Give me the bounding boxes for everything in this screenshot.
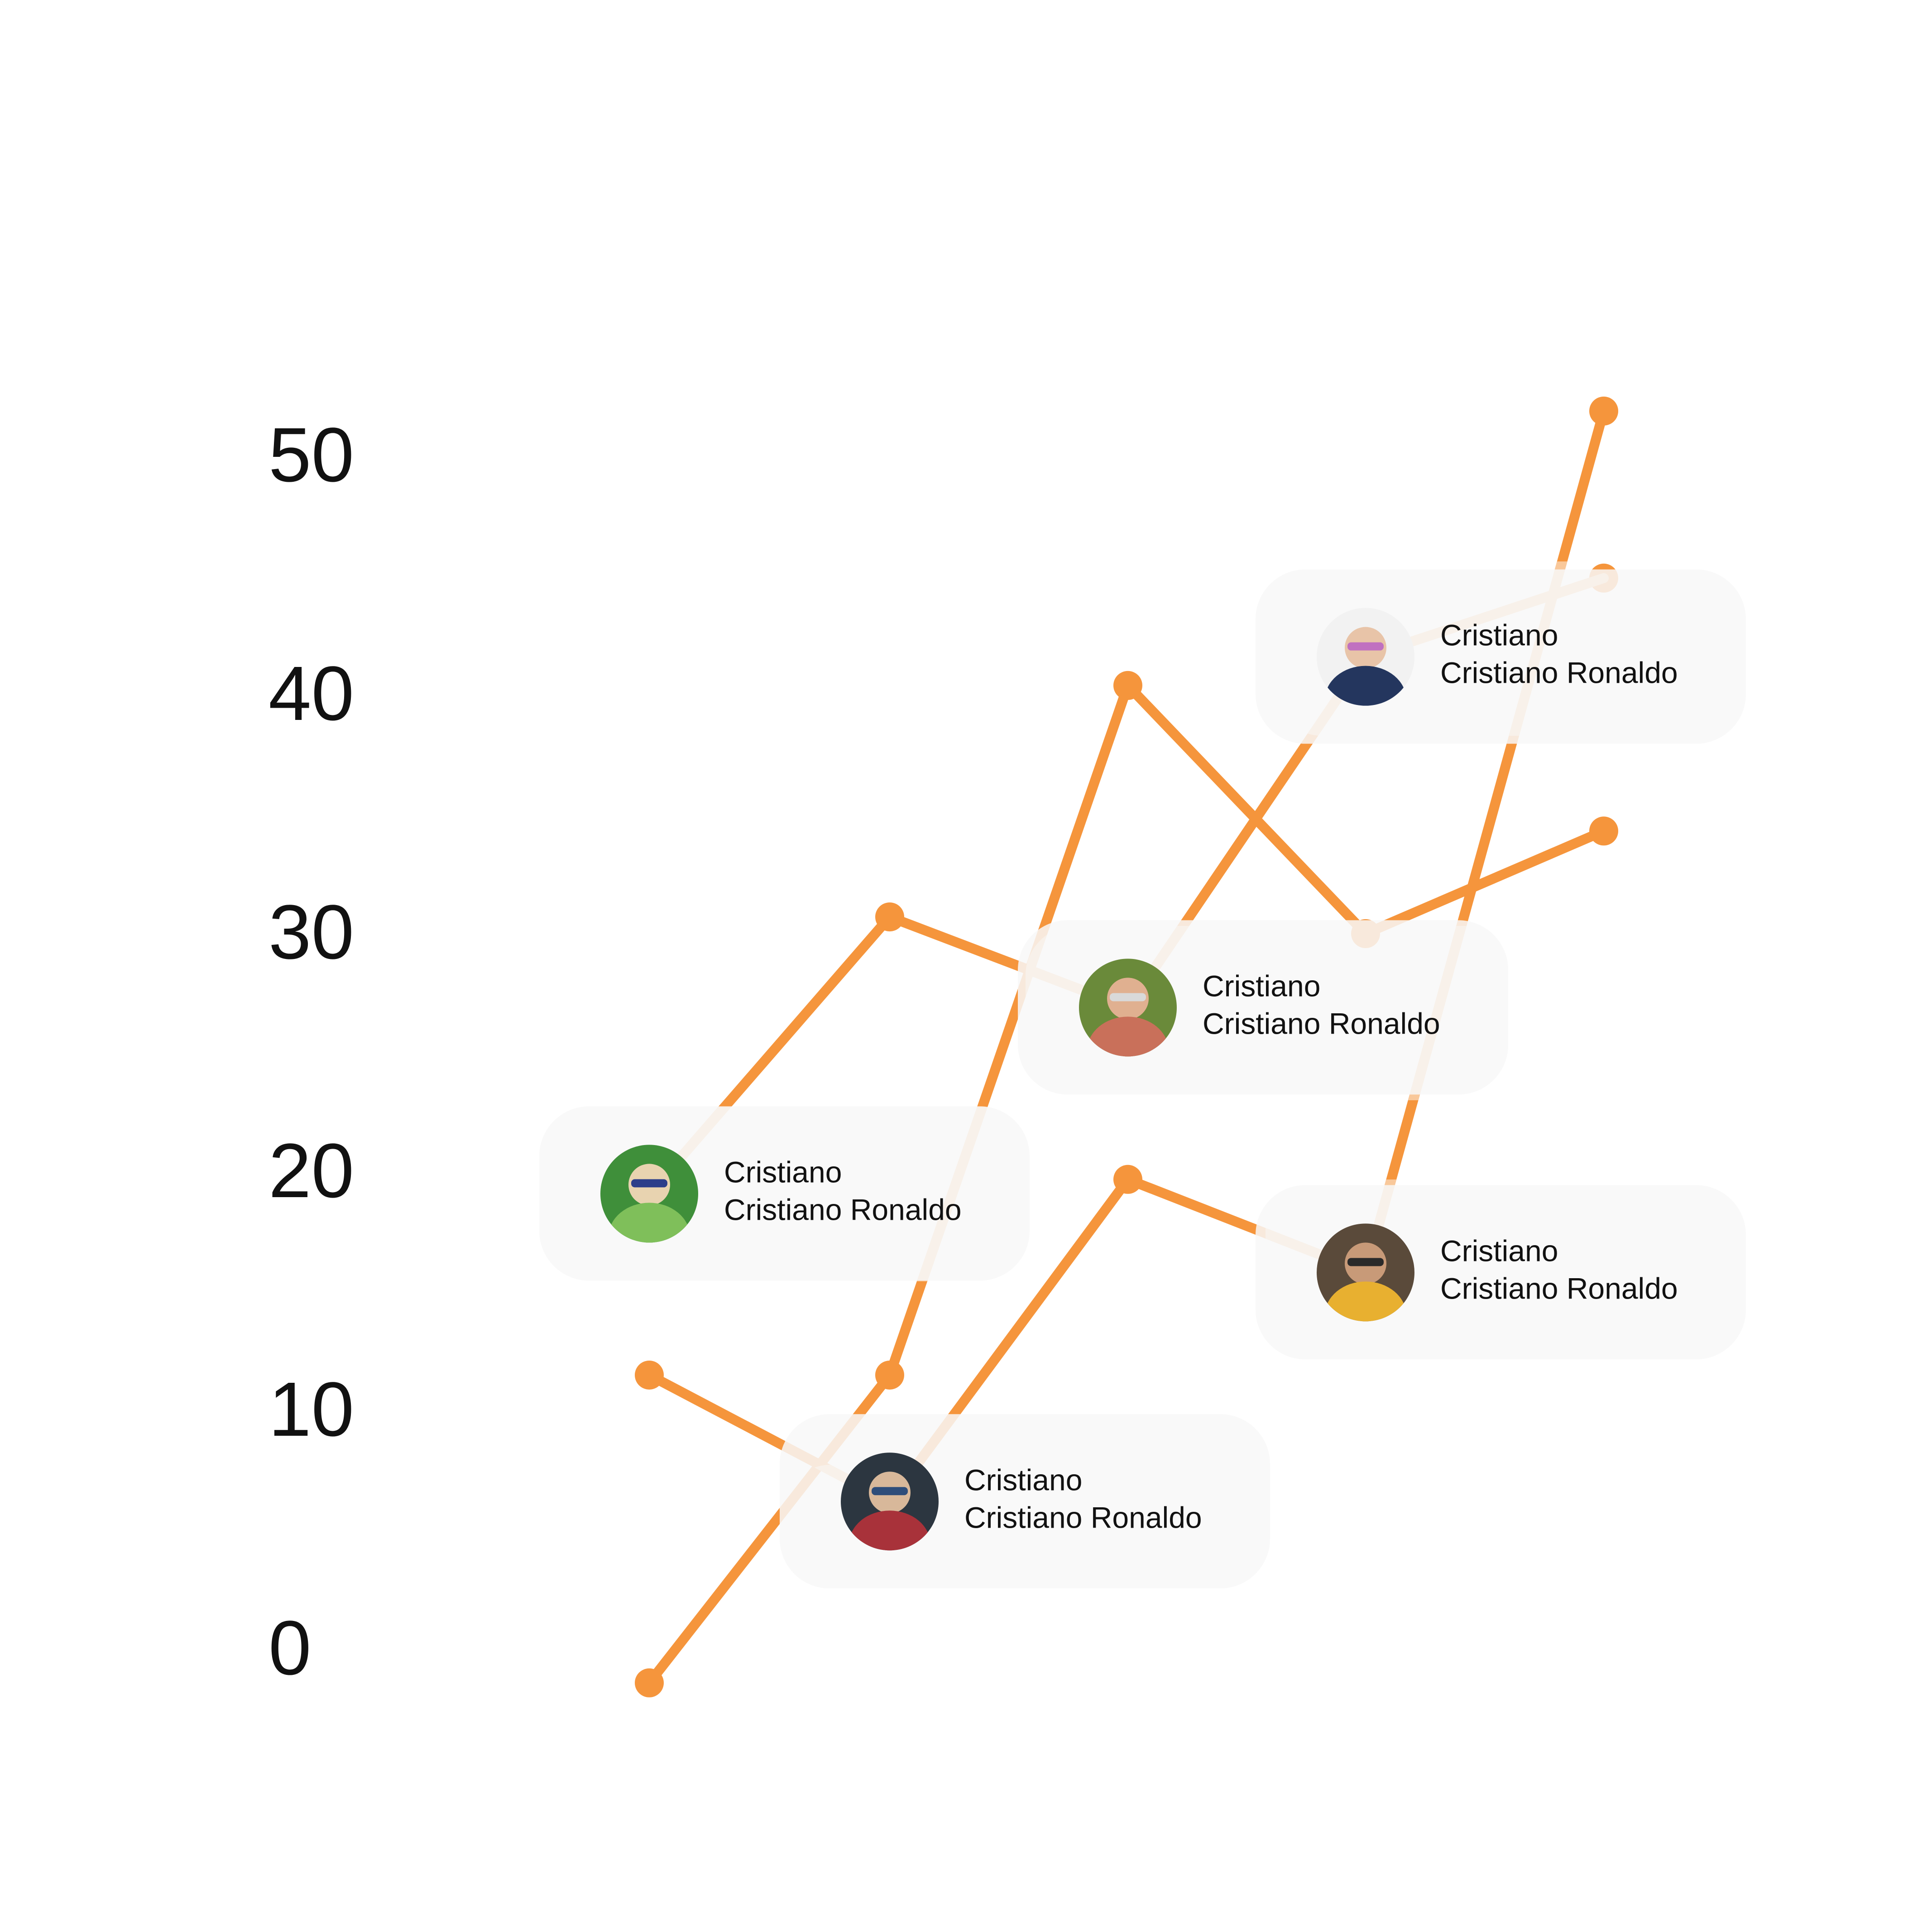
y-tick-label: 50: [268, 412, 354, 498]
avatar-man-yellow-shirt: [1317, 1223, 1414, 1322]
card-name: Cristiano Ronaldo: [964, 1501, 1202, 1534]
avatar-man-red-shirt: [841, 1453, 939, 1551]
data-point: [875, 902, 904, 932]
y-tick-label: 10: [268, 1366, 354, 1453]
y-tick-label: 30: [268, 889, 354, 975]
card-title: Cristiano: [1203, 969, 1320, 1002]
card-title: Cristiano: [724, 1155, 842, 1189]
y-tick-label: 40: [268, 651, 354, 737]
y-tick-label: 20: [268, 1128, 354, 1214]
y-axis: 0 10 20 30 40 50: [268, 412, 354, 1691]
card-name: Cristiano Ronaldo: [1203, 1007, 1440, 1040]
card-name: Cristiano Ronaldo: [1440, 1271, 1678, 1305]
data-point: [1113, 1165, 1142, 1194]
annotation-card: Cristiano Cristiano Ronaldo: [1256, 569, 1746, 744]
data-point: [875, 1360, 904, 1390]
annotation-card: Cristiano Cristiano Ronaldo: [1018, 920, 1508, 1095]
avatar-boy-blue-shirt: [1317, 608, 1414, 706]
card-title: Cristiano: [964, 1463, 1082, 1496]
data-point: [1589, 816, 1618, 846]
card-name: Cristiano Ronaldo: [1440, 656, 1678, 690]
annotation-card: Cristiano Cristiano Ronaldo: [780, 1414, 1270, 1589]
y-tick-label: 0: [268, 1605, 312, 1691]
card-title: Cristiano: [1440, 618, 1558, 652]
data-point: [635, 1360, 664, 1390]
annotation-card: Cristiano Cristiano Ronaldo: [539, 1106, 1030, 1281]
data-point: [1589, 396, 1618, 426]
data-point: [1113, 671, 1142, 700]
card-name: Cristiano Ronaldo: [724, 1193, 962, 1226]
data-point: [635, 1668, 664, 1697]
avatar-man-headscarf: [1079, 959, 1177, 1057]
card-title: Cristiano: [1440, 1234, 1558, 1267]
annotation-card: Cristiano Cristiano Ronaldo: [1256, 1185, 1746, 1360]
avatar-kid-sunglasses-green: [600, 1145, 698, 1243]
